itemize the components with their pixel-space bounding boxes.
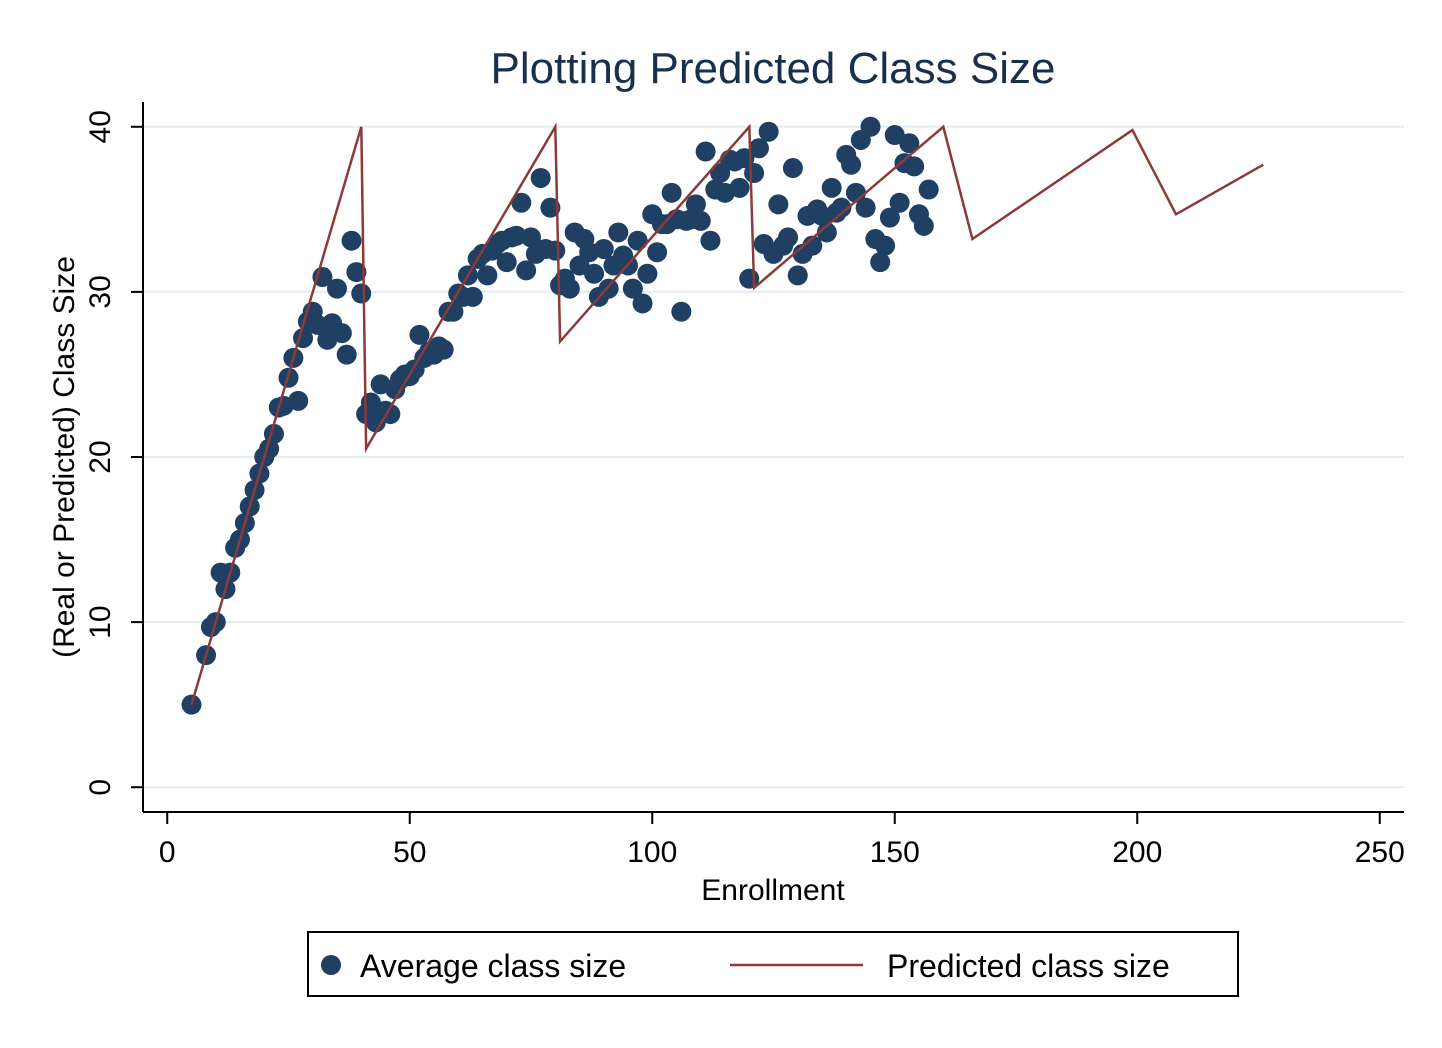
scatter-point [637, 263, 658, 284]
y-tick-label: 0 [84, 779, 117, 796]
scatter-point [748, 138, 769, 159]
chart-title: Plotting Predicted Class Size [491, 44, 1056, 93]
scatter-point [307, 314, 328, 335]
scatter-point [831, 197, 852, 218]
scatter-point [816, 222, 837, 243]
legend-scatter-marker [321, 955, 341, 975]
scatter-point [622, 278, 643, 299]
x-tick-label: 250 [1355, 836, 1405, 869]
scatter-point [729, 177, 750, 198]
y-ticks: 0 10 20 30 40 [84, 110, 143, 796]
scatter-point [758, 121, 779, 142]
x-tick-label: 50 [393, 836, 426, 869]
scatter-point [477, 265, 498, 286]
scatter-point [331, 323, 352, 344]
scatter-point [879, 207, 900, 228]
predicted-line [190, 122, 1264, 706]
scatter-point [521, 227, 541, 248]
legend: Average class size Predicted class size [307, 931, 1239, 997]
scatter-point [506, 225, 527, 246]
scatter-point [593, 238, 614, 259]
scatter-point [870, 252, 891, 273]
scatter-point [511, 192, 532, 213]
x-tick-label: 100 [627, 836, 677, 869]
scatter-point [695, 141, 716, 162]
scatter-point [584, 263, 605, 284]
scatter-point [918, 179, 939, 200]
scatter-point [341, 230, 362, 251]
line-series [190, 122, 1264, 706]
scatter-point [841, 154, 862, 175]
scatter-point [336, 344, 357, 365]
scatter-point [327, 278, 347, 299]
y-tick-label: 40 [84, 110, 117, 143]
scatter-point [768, 194, 789, 215]
x-ticks: 0 50 100 150 200 250 [159, 812, 1405, 869]
scatter-point [433, 339, 454, 360]
scatter-point [913, 215, 934, 236]
y-tick-label: 20 [84, 440, 117, 473]
scatter-point [787, 265, 808, 286]
scatter-point [346, 262, 367, 283]
x-tick-label: 150 [870, 836, 920, 869]
scatter-point [744, 163, 765, 183]
scatter-point [685, 194, 706, 215]
scatter-point [855, 197, 876, 218]
scatter-point [545, 240, 566, 261]
scatter-point [559, 278, 580, 299]
scatter-point [288, 390, 309, 411]
scatter-point [530, 167, 551, 188]
x-axis-title: Enrollment [701, 874, 845, 907]
x-tick-label: 0 [159, 836, 176, 869]
scatter-point [802, 235, 823, 256]
scatter-point [860, 116, 881, 137]
y-tick-label: 10 [84, 605, 117, 638]
scatter-point [671, 301, 692, 322]
scatter-point [351, 283, 372, 304]
scatter-point [782, 158, 803, 179]
scatter-point [627, 230, 648, 251]
scatter-point [540, 197, 561, 218]
scatter-point [700, 230, 721, 251]
scatter-point [778, 227, 799, 248]
x-tick-label: 200 [1112, 836, 1162, 869]
y-axis-title: (Real or Predicted) Class Size [48, 256, 81, 658]
scatter-point [884, 125, 905, 146]
scatter-point [632, 293, 653, 314]
scatter-point [821, 177, 842, 198]
scatter-point [647, 242, 668, 263]
scatter-point [661, 182, 682, 203]
scatter-point [608, 222, 629, 243]
scatter-point [462, 286, 483, 307]
scatter-point [690, 210, 711, 231]
scatter-point [380, 404, 401, 425]
scatter-point [516, 260, 537, 281]
scatter-point [409, 324, 430, 345]
scatter-point [875, 235, 896, 256]
scatter-point [899, 133, 920, 154]
legend-line-label: Predicted class size [887, 948, 1170, 984]
legend-scatter-label: Average class size [360, 948, 626, 984]
scatter-point [889, 192, 910, 213]
scatter-point [496, 252, 517, 273]
scatter-point [904, 156, 925, 177]
y-tick-label: 30 [84, 275, 117, 308]
